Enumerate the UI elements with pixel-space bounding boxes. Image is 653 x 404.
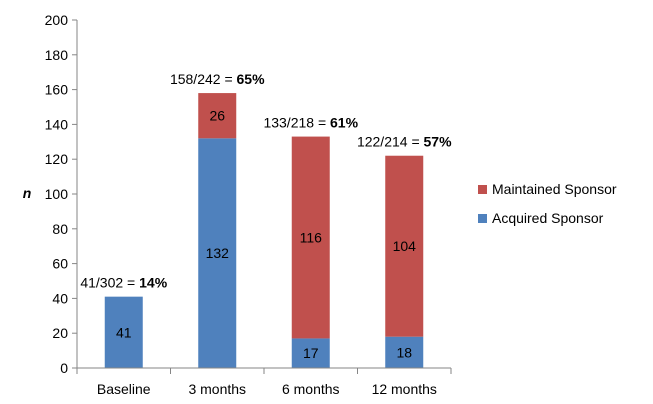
legend-label: Maintained Sponsor [492, 181, 617, 197]
bar-value-label: 41 [116, 324, 132, 340]
bar-acquired-sponsor [104, 296, 143, 368]
bars-layer: 41 132 17 18 26 116 104 [104, 93, 424, 368]
bar-annotation: 133/218 = 61% [263, 115, 358, 131]
y-tick-label: 140 [45, 116, 69, 132]
legend-swatch [478, 214, 487, 223]
bar-value-label: 104 [393, 238, 417, 254]
y-tick-label: 200 [45, 12, 69, 28]
bar-acquired-sponsor [198, 138, 237, 368]
bar-maintained-sponsor [385, 155, 424, 337]
bar-value-label: 18 [396, 344, 412, 360]
y-tick-label: 160 [45, 82, 69, 98]
legend-swatch [478, 185, 487, 194]
annotation-percent: 14% [139, 275, 168, 291]
y-tick-label: 100 [45, 186, 69, 202]
bar-annotation: 158/242 = 65% [170, 71, 265, 87]
y-tick-label: 20 [52, 325, 68, 341]
bar-acquired-sponsor [291, 338, 330, 368]
bar-value-label: 17 [303, 345, 319, 361]
annotation-fraction: 133/218 = [263, 115, 330, 131]
y-tick-label: 120 [45, 151, 69, 167]
x-tick-label: Baseline [97, 381, 151, 397]
annotation-percent: 61% [330, 115, 359, 131]
x-tick-label: 3 months [188, 381, 246, 397]
x-tick-label: 12 months [372, 381, 437, 397]
annotation-fraction: 122/214 = [357, 134, 424, 150]
y-tick-label: 0 [60, 360, 68, 376]
bar-value-label: 116 [300, 230, 323, 246]
y-tick-label: 180 [45, 47, 69, 63]
bar-maintained-sponsor [198, 93, 237, 139]
bar-maintained-sponsor [291, 136, 330, 339]
annotation-percent: 57% [424, 134, 453, 150]
bar-annotation: 122/214 = 57% [357, 134, 452, 150]
annotation-fraction: 41/302 = [80, 275, 139, 291]
legend-label: Acquired Sponsor [492, 210, 604, 226]
bar-annotation: 41/302 = 14% [80, 275, 167, 291]
ticks-layer: 0 20 40 60 80 100 120 140 160 180 200 Baseline 3 mon… [45, 12, 452, 397]
y-tick-label: 80 [52, 221, 68, 237]
legend: Maintained Sponsor Acquired Sponsor [478, 181, 617, 226]
annotations-layer: 41/302 = 14% 158/242 = 65% 133/218 = 61% 12… [80, 71, 452, 291]
bar-acquired-sponsor [385, 336, 424, 368]
bar-value-label: 132 [206, 245, 230, 261]
annotation-fraction: 158/242 = [170, 71, 237, 87]
annotation-percent: 65% [237, 71, 266, 87]
y-tick-label: 60 [52, 256, 68, 272]
x-tick-label: 6 months [282, 381, 340, 397]
bar-value-label: 26 [209, 108, 225, 124]
y-axis-label: n [23, 185, 32, 201]
y-tick-label: 40 [52, 290, 68, 306]
